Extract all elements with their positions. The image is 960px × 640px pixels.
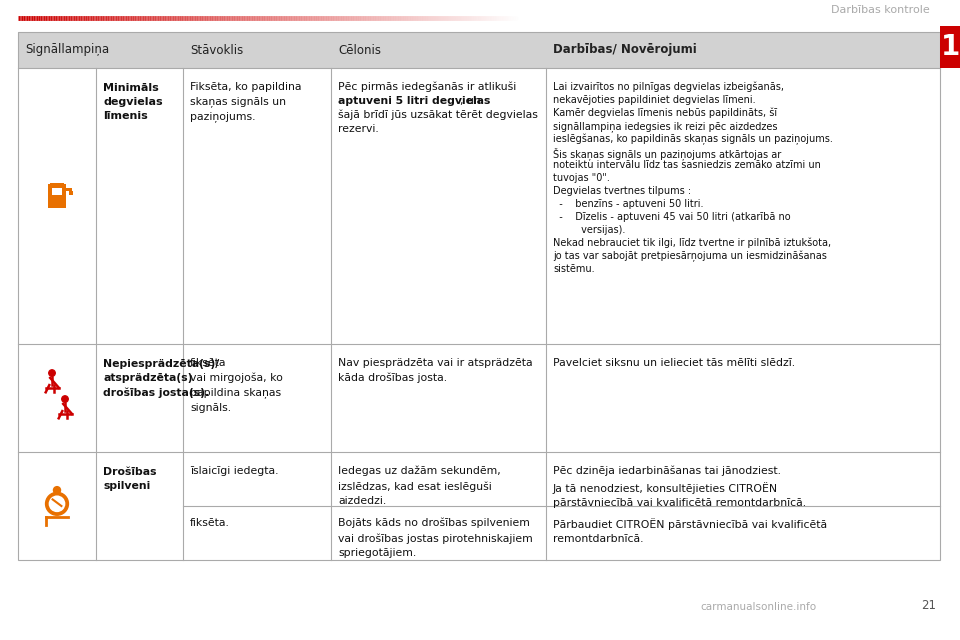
Text: šajā brīdī jūs uzsākat tērēt degvielas: šajā brīdī jūs uzsākat tērēt degvielas <box>338 110 538 120</box>
Text: Kamēr degvielas līmenis nebūs papildināts, šī: Kamēr degvielas līmenis nebūs papildināt… <box>553 108 778 118</box>
Bar <box>66 188 72 191</box>
Circle shape <box>45 492 68 515</box>
Text: Pēc pirmās iedegšanās ir atlikuši: Pēc pirmās iedegšanās ir atlikuši <box>338 82 516 93</box>
Text: Bojāts kāds no drošības spilveniem
vai drošības jostas pirotehniskajiem
spriegot: Bojāts kāds no drošības spilveniem vai d… <box>338 518 533 558</box>
Text: Nepiesprädzēta(s)/: Nepiesprädzēta(s)/ <box>103 359 219 369</box>
Text: fiksēta
vai mirgojoša, ko
papildina skaņas
signāls.: fiksēta vai mirgojoša, ko papildina skaņ… <box>190 358 283 413</box>
Text: līmenis: līmenis <box>103 111 148 121</box>
Text: carmanualsonline.info: carmanualsonline.info <box>700 602 816 612</box>
Text: nekavējoties papildiniet degvielas līmeni.: nekavējoties papildiniet degvielas līmen… <box>553 95 756 105</box>
Circle shape <box>49 370 56 376</box>
Bar <box>18 32 940 560</box>
Text: Drošības: Drošības <box>103 467 156 477</box>
Text: Cēlonis: Cēlonis <box>338 44 381 56</box>
Text: , un: , un <box>460 96 481 106</box>
Bar <box>940 26 960 68</box>
Text: spilveni: spilveni <box>103 481 151 491</box>
Circle shape <box>54 486 60 493</box>
Text: fiksēta.: fiksēta. <box>190 518 229 528</box>
Text: tuvojas "0".: tuvojas "0". <box>553 173 610 183</box>
Text: Pārbaudiet CITROËN pārstāvniecībā vai kvalificētā
remontdarbnīcā.: Pārbaudiet CITROËN pārstāvniecībā vai kv… <box>553 518 828 544</box>
Text: drošības josta(s).: drošības josta(s). <box>103 387 209 397</box>
Text: jo tas var sabojāt pretpiesārņojuma un iesmidzināšanas: jo tas var sabojāt pretpiesārņojuma un i… <box>553 251 827 262</box>
Text: īslaicīgi iedegta.: īslaicīgi iedegta. <box>190 466 278 476</box>
Bar <box>50 183 64 188</box>
Text: noteiktu intervālu līdz tas sasniedzis zemāko atzīmi un: noteiktu intervālu līdz tas sasniedzis z… <box>553 160 821 170</box>
Text: versijas).: versijas). <box>553 225 625 235</box>
Text: Šis skaņas signāls un paziņojums atkārtojas ar: Šis skaņas signāls un paziņojums atkārto… <box>553 147 781 160</box>
Text: degvielas: degvielas <box>103 97 162 107</box>
Text: Degvielas tvertnes tilpums :: Degvielas tvertnes tilpums : <box>553 186 691 196</box>
Text: Signāllampiņa: Signāllampiņa <box>25 44 109 56</box>
Bar <box>18 68 940 344</box>
Text: rezervi.: rezervi. <box>338 124 379 134</box>
Text: Darbības kontrole: Darbības kontrole <box>831 5 930 15</box>
Text: signāllampiņa iedegsies ik reizi pēc aizdedzes: signāllampiņa iedegsies ik reizi pēc aiz… <box>553 121 778 132</box>
Text: Lai izvairītos no pilnīgas degvielas izbeigšanās,: Lai izvairītos no pilnīgas degvielas izb… <box>553 82 784 93</box>
Circle shape <box>49 495 65 512</box>
Text: -    benzīns - aptuveni 50 litri.: - benzīns - aptuveni 50 litri. <box>553 199 704 209</box>
Bar <box>53 188 61 195</box>
Text: -    Dīzelis - aptuveni 45 vai 50 litri (atkarībā no: - Dīzelis - aptuveni 45 vai 50 litri (at… <box>553 212 791 222</box>
Text: Stāvoklis: Stāvoklis <box>190 44 243 56</box>
Bar <box>18 344 940 452</box>
Text: 21: 21 <box>921 599 936 612</box>
Text: sistēmu.: sistēmu. <box>553 264 594 274</box>
Bar <box>18 452 940 560</box>
Text: Darbības/ Novērojumi: Darbības/ Novērojumi <box>553 44 697 56</box>
Circle shape <box>61 396 68 403</box>
Text: 1: 1 <box>941 33 960 61</box>
Text: atsprädzēta(s): atsprädzēta(s) <box>103 373 193 383</box>
Text: aptuveni 5 litri degvielas: aptuveni 5 litri degvielas <box>338 96 491 106</box>
Text: Iedegas uz dažām sekundēm,
izslēdzas, kad esat ieslēguši
aizdedzi.: Iedegas uz dažām sekundēm, izslēdzas, ka… <box>338 466 501 506</box>
Text: Pavelciet siksnu un ielieciet tās mēlīti slēdzī.: Pavelciet siksnu un ielieciet tās mēlīti… <box>553 358 795 368</box>
Bar <box>69 191 73 195</box>
Bar <box>18 32 940 560</box>
Text: ieslēgšanas, ko papildinās skaņas signāls un paziņojums.: ieslēgšanas, ko papildinās skaņas signāl… <box>553 134 833 145</box>
Text: Minimāls: Minimāls <box>103 83 158 93</box>
Text: Nekad nebrauciet tik ilgi, līdz tvertne ir pilnībā iztukšota,: Nekad nebrauciet tik ilgi, līdz tvertne … <box>553 238 831 248</box>
Text: Nav piesprädzēta vai ir atsprädzēta
kāda drošības josta.: Nav piesprädzēta vai ir atsprädzēta kāda… <box>338 358 533 383</box>
Text: Fiksēta, ko papildina
skaņas signāls un
paziņojums.: Fiksēta, ko papildina skaņas signāls un … <box>190 82 301 122</box>
Bar <box>48 184 66 208</box>
Text: Pēc dzinēja iedarbināšanas tai jānodziest.
Ja tā nenodziest, konsultējieties CIT: Pēc dzinēja iedarbināšanas tai jānodzies… <box>553 466 806 508</box>
